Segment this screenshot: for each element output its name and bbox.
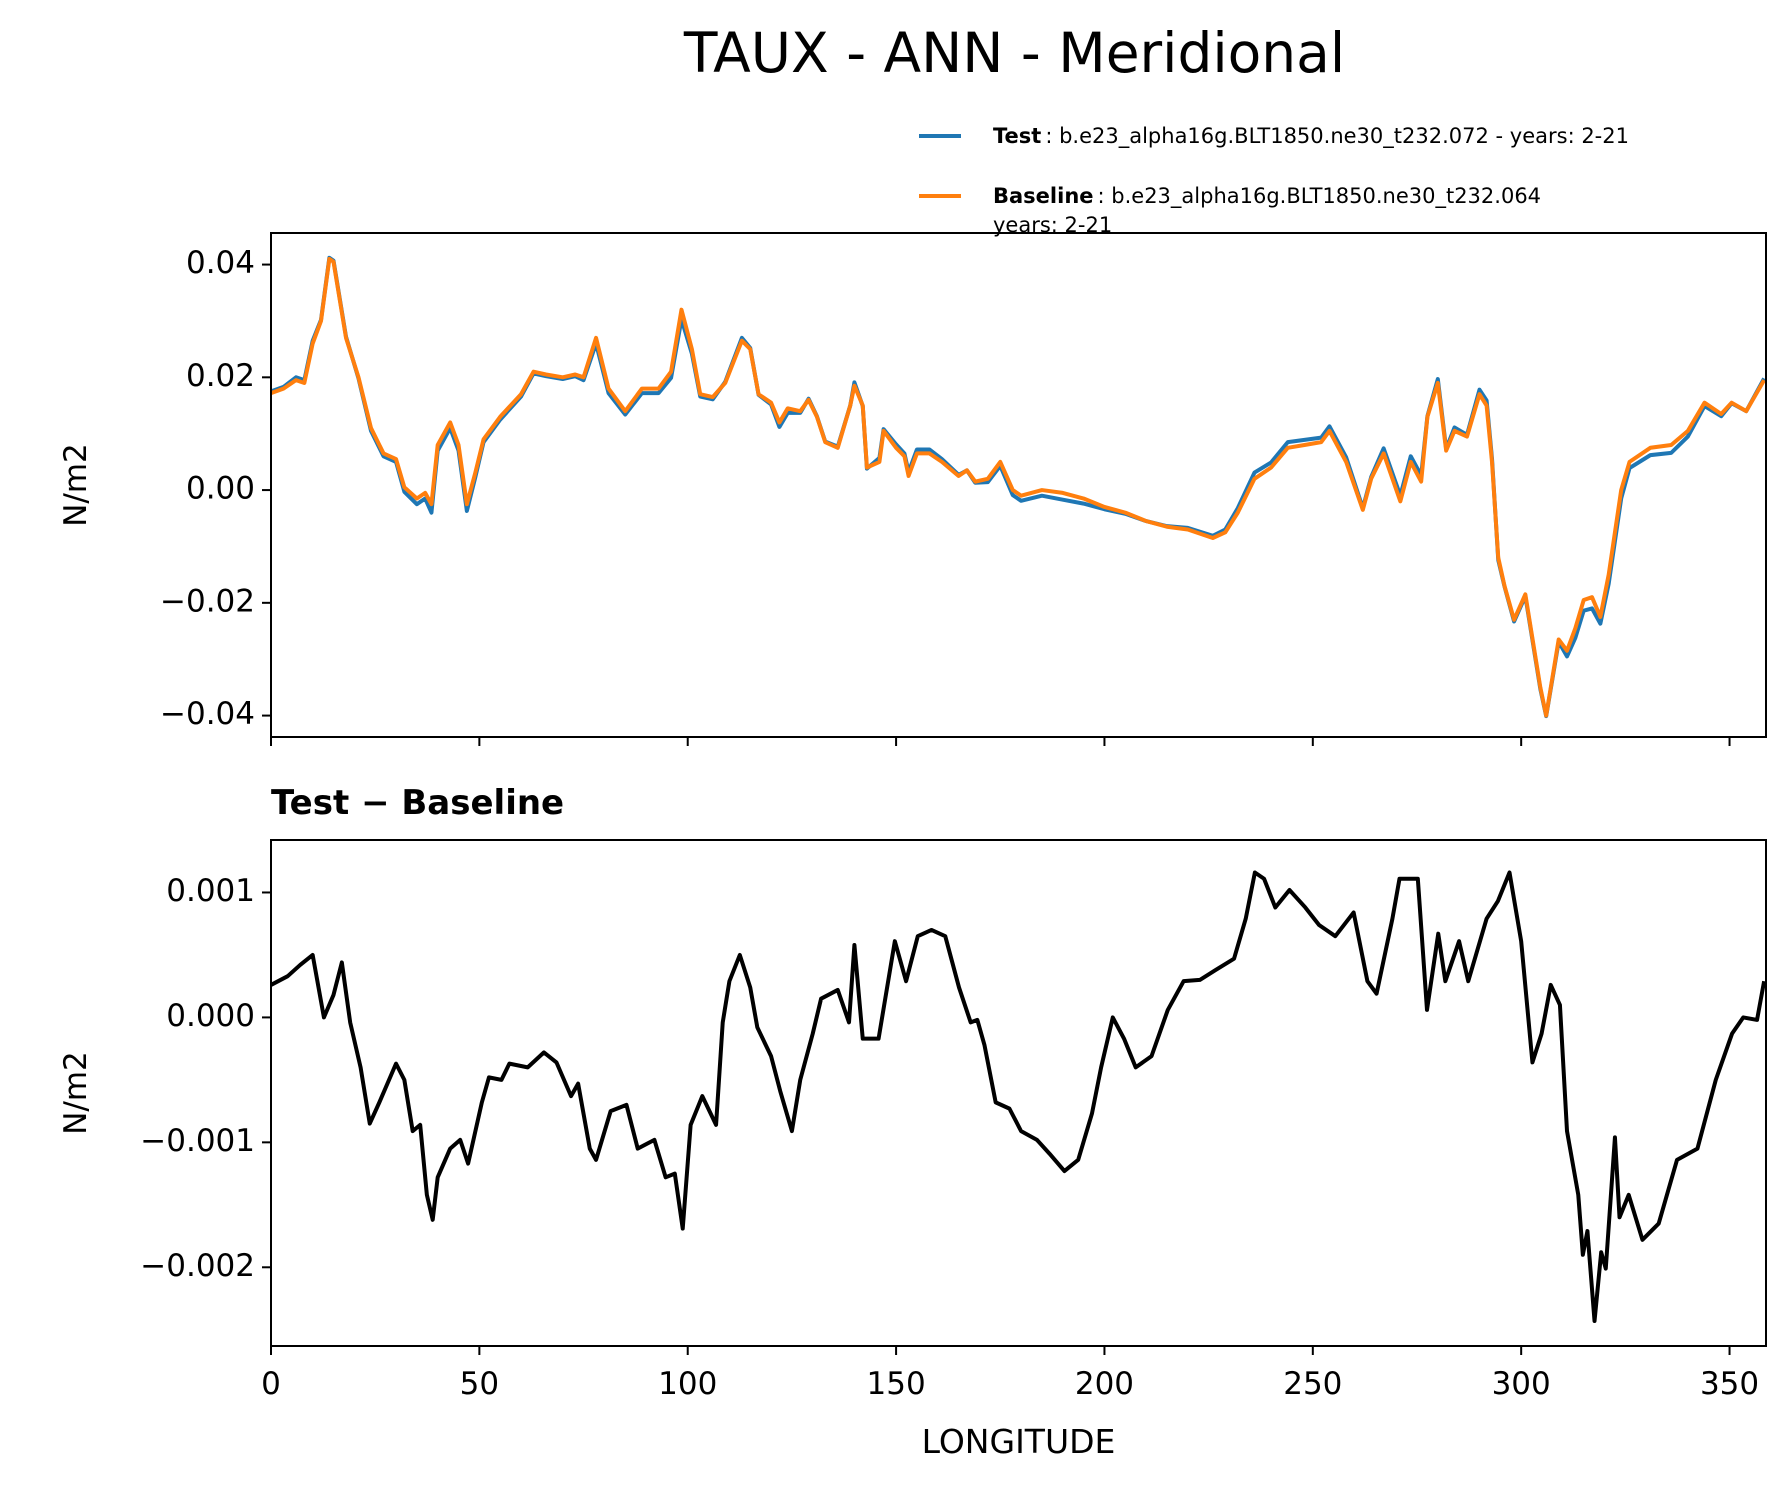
y-tick-label: 0.001 xyxy=(166,873,255,909)
axes-frame xyxy=(270,839,1767,1347)
x-tick-label: 100 xyxy=(658,1366,717,1402)
x-tick-label: 300 xyxy=(1492,1366,1551,1402)
legend-name: Baseline xyxy=(993,184,1094,208)
panel-title: Test − Baseline xyxy=(271,783,564,823)
x-tick-label: 150 xyxy=(867,1366,926,1402)
chart-title: TAUX - ANN - Meridional xyxy=(683,21,1345,85)
axes-frame xyxy=(270,232,1767,738)
legend-label: Baseline: b.e23_alpha16g.BLT1850.ne30_t2… xyxy=(993,184,1541,209)
legend-text: : b.e23_alpha16g.BLT1850.ne30_t232.064 xyxy=(1098,184,1542,209)
x-axis-label: LONGITUDE xyxy=(922,1422,1116,1461)
legend-label: Test: b.e23_alpha16g.BLT1850.ne30_t232.0… xyxy=(993,124,1629,149)
y-tick-label: 0.02 xyxy=(186,358,255,394)
y-tick-label: −0.02 xyxy=(160,583,255,619)
legend-text: : b.e23_alpha16g.BLT1850.ne30_t232.072 -… xyxy=(1045,124,1629,149)
y-axis-label: N/m2 xyxy=(58,1051,94,1135)
y-tick-label: 0.04 xyxy=(186,245,255,281)
y-axis-label: N/m2 xyxy=(58,443,94,527)
x-tick-label: 50 xyxy=(460,1366,499,1402)
data-line xyxy=(271,256,1766,718)
x-tick-label: 200 xyxy=(1075,1366,1134,1402)
y-tick-label: −0.002 xyxy=(140,1248,255,1284)
x-tick-label: 0 xyxy=(261,1366,281,1402)
y-tick-label: −0.001 xyxy=(140,1123,255,1159)
data-line xyxy=(271,255,1766,719)
legend-text: years: 2-21 xyxy=(993,213,1112,237)
x-tick-label: 350 xyxy=(1700,1366,1759,1402)
x-tick-label: 250 xyxy=(1283,1366,1342,1402)
data-line xyxy=(271,870,1766,1324)
y-tick-label: 0.00 xyxy=(186,471,255,507)
y-tick-label: −0.04 xyxy=(160,696,255,732)
legend-name: Test xyxy=(993,124,1041,148)
y-tick-label: 0.000 xyxy=(166,998,255,1034)
